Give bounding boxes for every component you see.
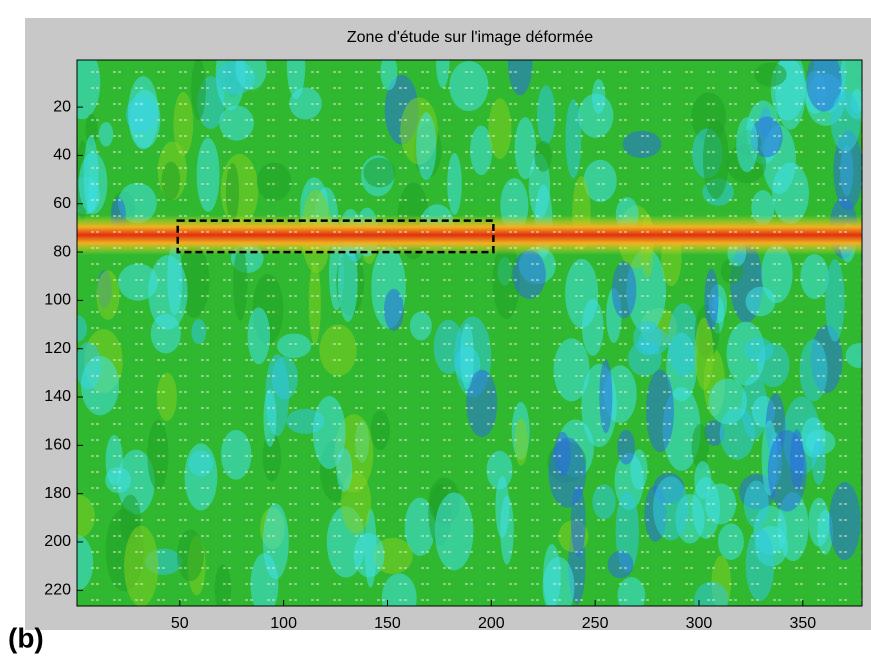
y-tick-label: 120: [44, 340, 71, 357]
vector-field: [77, 60, 862, 606]
y-tick-label: 40: [53, 147, 71, 164]
x-tick-label: 350: [789, 615, 816, 632]
y-tick-label: 220: [44, 582, 71, 599]
x-tick-label: 100: [270, 615, 297, 632]
y-tick-label: 160: [44, 437, 71, 454]
x-tick-label: 250: [582, 615, 609, 632]
y-tick-label: 80: [53, 243, 71, 260]
panel-label: (b): [8, 622, 44, 653]
x-tick-label: 150: [374, 615, 401, 632]
y-tick-label: 100: [44, 292, 71, 309]
y-tick-label: 200: [44, 533, 71, 550]
y-tick-label: 180: [44, 485, 71, 502]
study-zone: [176, 219, 495, 254]
y-tick-label: 140: [44, 388, 71, 405]
axes-box: [76, 59, 863, 607]
y-tick-label: 20: [53, 98, 71, 115]
x-tick-label: 300: [686, 615, 713, 632]
image-overlay: [77, 60, 862, 606]
x-tick-label: 50: [171, 615, 189, 632]
chart-title: Zone d'étude sur l'image déformée: [347, 29, 593, 46]
x-tick-label: 200: [478, 615, 505, 632]
y-tick-label: 60: [53, 195, 71, 212]
